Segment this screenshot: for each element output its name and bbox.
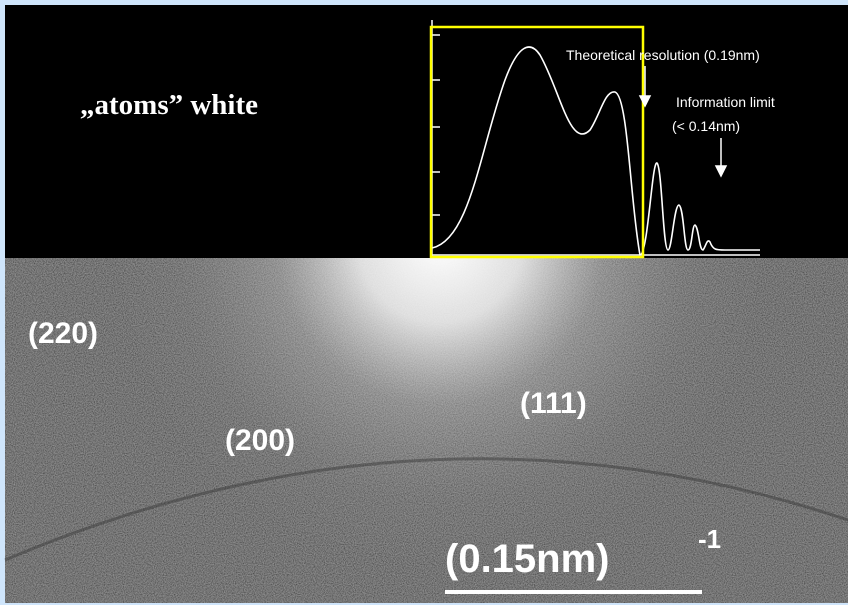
scale-bar-exponent: -1 — [698, 524, 721, 554]
diffraction-image — [5, 255, 848, 603]
caption: „atoms” white — [80, 89, 258, 121]
theoretical-resolution: Theoretical resolution (0.19nm) — [566, 47, 760, 63]
page: „atoms” white Theoretical resolution (0.… — [0, 0, 848, 605]
reflection-label: (111) — [520, 387, 587, 420]
reflection-label: (200) — [225, 424, 295, 457]
slide: „atoms” white Theoretical resolution (0.… — [0, 0, 848, 605]
scale-bar-label: (0.15nm) — [445, 537, 610, 581]
caption-box — [5, 5, 423, 258]
information-limit-value: (< 0.14nm) — [672, 118, 740, 134]
reflection-label: (220) — [28, 317, 98, 350]
information-limit: Information limit — [676, 94, 775, 110]
